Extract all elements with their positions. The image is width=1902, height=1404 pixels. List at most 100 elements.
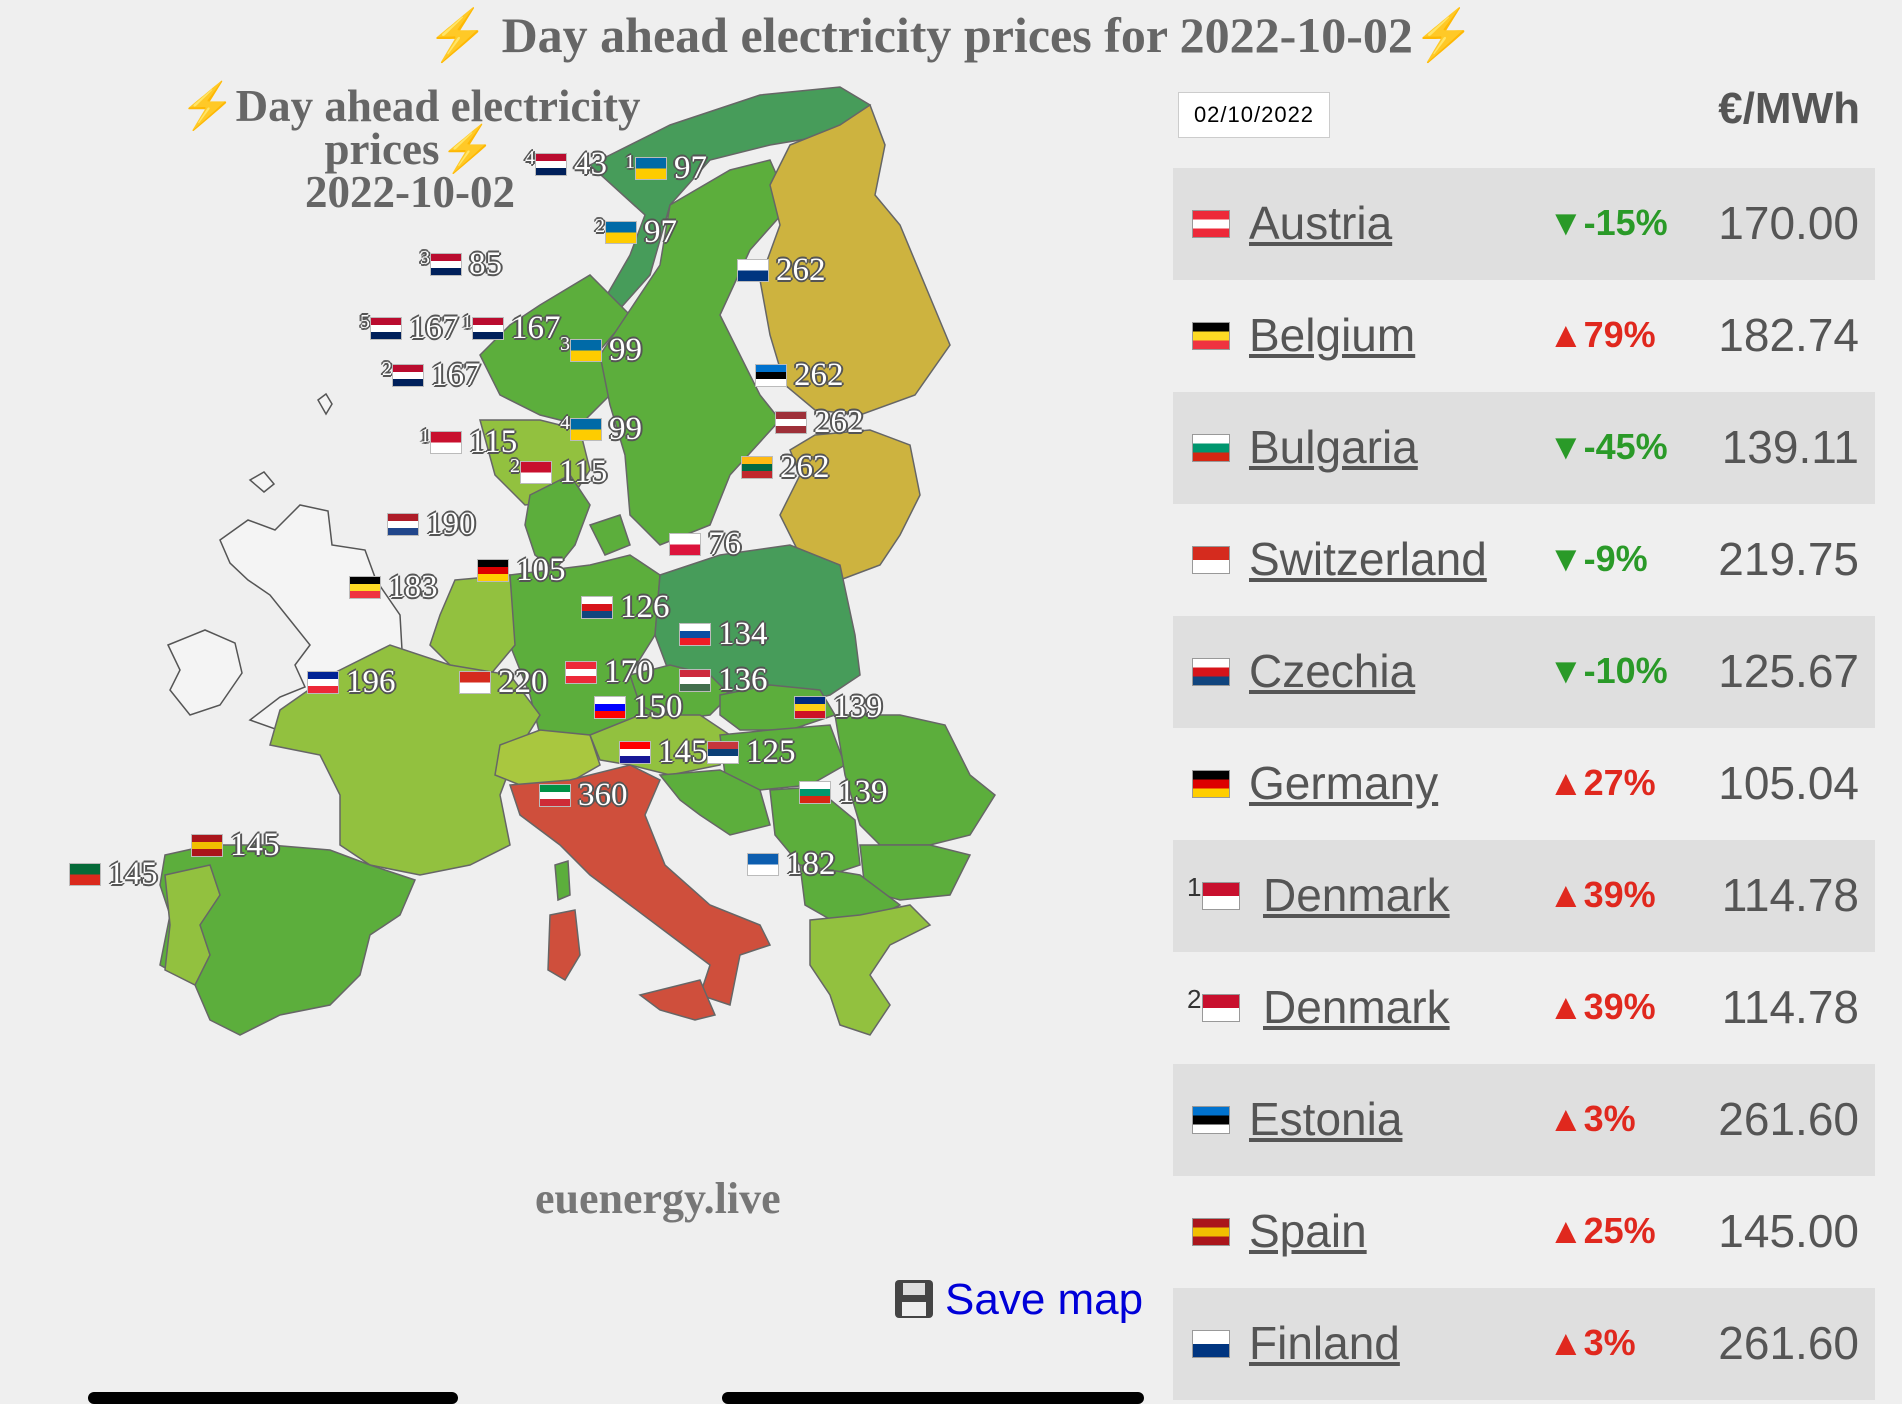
price-value: 99 [609,332,642,368]
country-link[interactable]: Switzerland [1249,533,1487,585]
price-label: 145 [70,857,158,891]
country-link[interactable]: Austria [1249,197,1393,249]
price-value: 114.78 [1721,981,1859,1033]
flag-icon [350,576,380,598]
price-value: 182 [786,846,836,882]
price-label: 2 97 [595,215,677,253]
country-link[interactable]: Estonia [1249,1093,1403,1145]
flag-icon [536,153,566,175]
price-value: 220 [498,664,548,700]
price-value: 115 [559,454,608,490]
flag-icon [1193,659,1229,685]
flag-icon [620,741,650,763]
zone-number: 3 [420,247,430,269]
lightning-icon: ⚡ [1412,7,1476,63]
sardinia-region [547,909,581,982]
price-value: 145.00 [1718,1205,1859,1257]
italy-region [508,764,772,1006]
flag-icon [371,317,401,339]
price-label: 182 [748,847,836,881]
price-value: 262 [814,404,864,440]
country-link[interactable]: Germany [1249,757,1439,809]
flag-icon [1193,547,1229,573]
price-value: 261.60 [1718,1317,1859,1369]
price-value: 136 [718,662,768,698]
unit-header: €/MWh [1718,84,1860,133]
price-label: 262 [742,450,830,484]
flag-icon [393,364,423,386]
country-link[interactable]: Belgium [1249,309,1416,361]
zone-number: 5 [360,311,370,333]
switzerland-region [494,729,601,786]
price-label: 4 43 [525,147,607,185]
france-region [269,644,541,876]
flag-icon [431,431,461,453]
table-row: 1 Denmark ▲39% 114.78 [1173,840,1875,952]
zone-number: 2 [510,455,520,477]
flag-icon [582,596,612,618]
country-link[interactable]: Czechia [1249,645,1416,697]
map-title: ⚡Day ahead electricity prices⚡ 2022-10-0… [90,84,730,215]
corsica-region [554,860,571,902]
price-table: Austria ▼-15% 170.00 Belgium ▲79% 182.74 Bulga… [1173,168,1875,1400]
price-value: 262 [780,449,830,485]
price-change: ▲27% [1548,762,1656,803]
romania-region [834,714,996,846]
price-label: 105 [478,553,566,587]
price-value: 170 [604,654,654,690]
price-label: 134 [680,617,768,651]
price-label: 139 [795,690,883,724]
flag-icon [742,456,772,478]
country-link[interactable]: Finland [1249,1317,1400,1369]
country-link[interactable]: Denmark [1263,869,1450,921]
price-value: 170.00 [1718,197,1859,249]
table-row: Estonia ▲3% 261.60 [1173,1064,1875,1176]
date-input[interactable]: 02/10/2022 [1178,92,1330,138]
table-row: Germany ▲27% 105.04 [1173,728,1875,840]
country-link[interactable]: Bulgaria [1249,421,1418,473]
price-value: 182.74 [1718,309,1859,361]
flag-icon [1193,211,1229,237]
price-change: ▲3% [1548,1322,1636,1363]
flag-icon [595,696,625,718]
price-label: 76 [670,527,741,561]
page-title-text: Day ahead electricity prices for 2022-10… [501,7,1413,63]
price-value: 115 [469,424,518,460]
price-value: 139 [833,689,883,725]
price-label: 150 [595,690,683,724]
price-label: 262 [756,358,844,392]
price-value: 150 [633,689,683,725]
price-value: 125 [746,734,796,770]
flag-icon [636,157,666,179]
price-value: 105.04 [1718,757,1859,809]
zone-number: 2 [595,215,605,237]
price-change: ▲39% [1548,986,1656,1027]
price-value: 167 [431,357,481,393]
price-value: 262 [776,252,826,288]
flag-icon [1193,435,1229,461]
price-value: 262 [794,357,844,393]
price-change: ▲25% [1548,1210,1656,1251]
country-link[interactable]: Denmark [1263,981,1450,1033]
save-map-button[interactable]: Save map [895,1275,1143,1325]
flag-icon [192,834,222,856]
bottom-button-left[interactable] [88,1392,458,1404]
flag-icon [776,411,806,433]
price-change: ▲3% [1548,1098,1636,1139]
country-link[interactable]: Spain [1249,1205,1367,1257]
flag-icon [571,418,601,440]
slovenia-croatia-region [658,769,771,836]
price-label: 3 99 [560,333,642,371]
price-value: 85 [469,246,502,282]
flag-icon [1203,883,1239,909]
zone-number: 2 [1187,984,1202,1014]
flag-icon [680,669,710,691]
price-value: 261.60 [1718,1093,1859,1145]
price-value: 360 [578,777,628,813]
bottom-button-right[interactable] [722,1392,1144,1404]
table-row: Belgium ▲79% 182.74 [1173,280,1875,392]
zone-number: 1 [420,425,430,447]
price-change: ▼-45% [1548,426,1668,467]
flag-icon [566,661,596,683]
price-label: 190 [388,507,476,541]
